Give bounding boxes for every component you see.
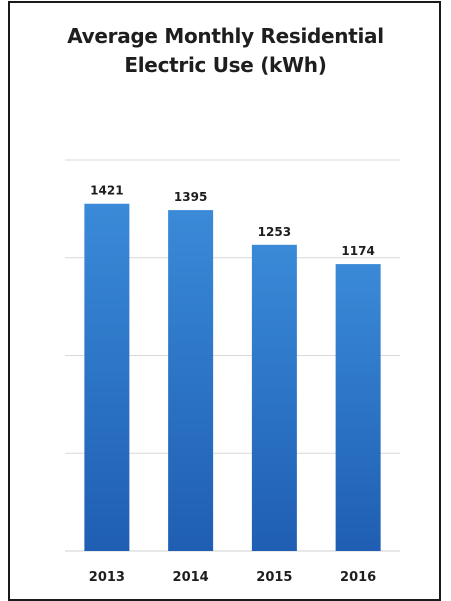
data-label-2016: 1174	[341, 244, 374, 258]
bar-2014	[168, 210, 214, 552]
bar-2013	[84, 203, 130, 552]
x-axis-tick-labels: 2013 2014 2015 2016	[89, 570, 376, 585]
chart-title: Average Monthly Residential Electric Use…	[0, 22, 451, 80]
data-label-2015: 1253	[258, 225, 291, 239]
bars	[84, 203, 381, 552]
x-tick-2016: 2016	[340, 570, 376, 585]
bar-2016	[335, 264, 381, 551]
x-tick-2013: 2013	[89, 570, 125, 585]
chart-title-line-1: Average Monthly Residential	[67, 24, 384, 48]
chart-title-line-2: Electric Use (kWh)	[124, 53, 327, 77]
data-label-2013: 1421	[90, 184, 123, 198]
x-tick-2015: 2015	[256, 570, 292, 585]
bar-2015	[251, 244, 297, 551]
x-tick-2014: 2014	[173, 570, 209, 585]
data-label-2014: 1395	[174, 190, 207, 204]
data-labels: 1421 1395 1253 1174	[90, 184, 375, 258]
